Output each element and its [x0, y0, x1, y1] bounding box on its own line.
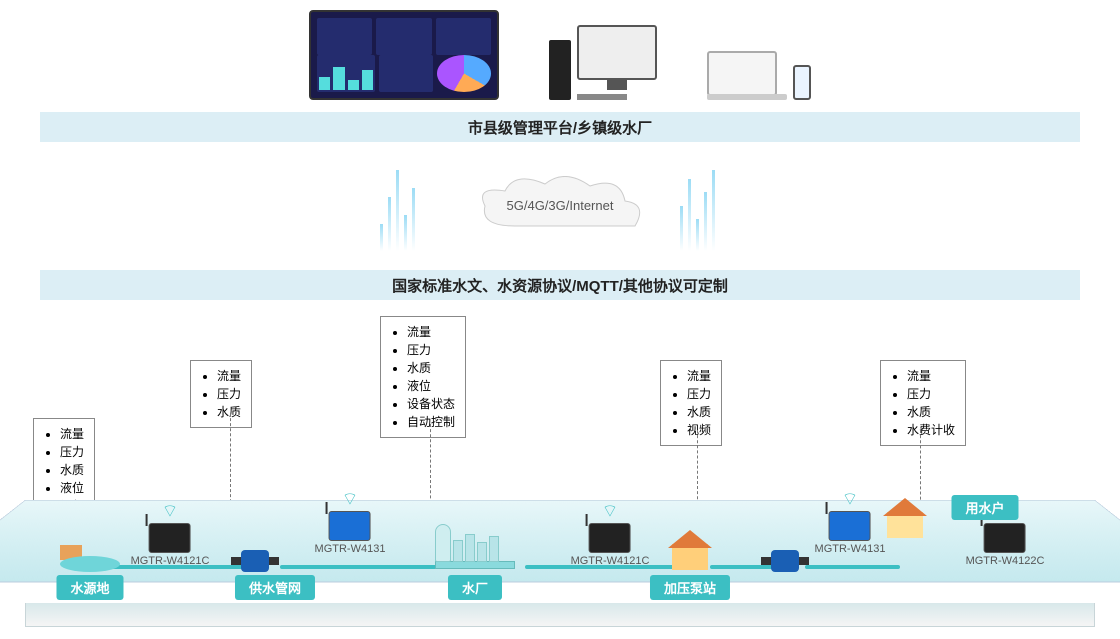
rtu-device: ⌔ MGTR-W4131 — [315, 488, 386, 555]
callout-user: 流量压力水质水费计收 — [880, 360, 966, 446]
wifi-icon: ⌔ — [571, 500, 650, 523]
device-model: MGTR-W4121C — [131, 555, 210, 567]
callout-item: 压力 — [907, 385, 955, 403]
platform-banner: 市县级管理平台/乡镇级水厂 — [40, 112, 1080, 142]
desktop-pc-icon — [549, 25, 657, 100]
callout-item: 水质 — [60, 461, 84, 479]
top-device-row — [0, 10, 1120, 100]
device-model: MGTR-W4131 — [815, 543, 886, 555]
callout-plant: 流量压力水质液位设备状态自动控制 — [380, 316, 466, 438]
callout-item: 流量 — [687, 367, 711, 385]
platform-banner-text: 市县级管理平台/乡镇级水厂 — [468, 117, 652, 138]
callout-item: 水质 — [407, 359, 455, 377]
station-tag-source: 水源地 — [56, 575, 123, 600]
callout-item: 液位 — [60, 479, 84, 497]
laptop-phone-icon — [707, 51, 811, 100]
cloud-icon: 5G/4G/3G/Internet — [470, 176, 650, 236]
pipe-segment — [710, 565, 780, 569]
callout-item: 压力 — [687, 385, 711, 403]
callout-item: 水质 — [907, 403, 955, 421]
cloud-zone: 5G/4G/3G/Internet — [0, 148, 1120, 263]
device-model: MGTR-W4122C — [966, 555, 1045, 567]
pump-station-icon — [672, 530, 708, 570]
device-model: MGTR-W4131 — [315, 543, 386, 555]
callout-item: 水质 — [687, 403, 711, 421]
callout-item: 水费计收 — [907, 421, 955, 439]
callout-item: 视频 — [687, 421, 711, 439]
wifi-icon: ⌔ — [131, 500, 210, 523]
callout-item: 流量 — [407, 323, 455, 341]
station-tag-pump: 加压泵站 — [650, 575, 730, 600]
callout-item: 液位 — [407, 377, 455, 395]
station-tag-user: 用水户 — [951, 495, 1018, 520]
rtu-device: ⌔ MGTR-W4131 — [815, 488, 886, 555]
pipe-segment — [280, 565, 445, 569]
callout-item: 设备状态 — [407, 395, 455, 413]
rtu-device: ⌔ MGTR-W4121C — [131, 500, 210, 567]
protocol-banner: 国家标准水文、水资源协议/MQTT/其他协议可定制 — [40, 270, 1080, 300]
ground-edge — [25, 603, 1095, 627]
callout-item: 流量 — [60, 425, 84, 443]
user-house-icon — [887, 498, 923, 538]
protocol-banner-text: 国家标准水文、水资源协议/MQTT/其他协议可定制 — [392, 275, 728, 296]
rtu-device: ⌔ MGTR-W4121C — [571, 500, 650, 567]
valve-icon — [771, 548, 799, 574]
callout-pump: 流量压力水质视频 — [660, 360, 722, 446]
cloud-label: 5G/4G/3G/Internet — [507, 198, 614, 213]
valve-icon — [241, 548, 269, 574]
water-source-icon — [60, 545, 120, 572]
water-plant-icon — [435, 522, 515, 569]
callout-item: 流量 — [217, 367, 241, 385]
device-model: MGTR-W4121C — [571, 555, 650, 567]
station-tag-pipe: 供水管网 — [235, 575, 315, 600]
callout-item: 压力 — [407, 341, 455, 359]
callout-item: 压力 — [217, 385, 241, 403]
dashboard-monitor-icon — [309, 10, 499, 100]
station-tag-plant: 水厂 — [448, 575, 502, 600]
callout-item: 压力 — [60, 443, 84, 461]
pipe-segment — [805, 565, 900, 569]
callout-item: 流量 — [907, 367, 955, 385]
